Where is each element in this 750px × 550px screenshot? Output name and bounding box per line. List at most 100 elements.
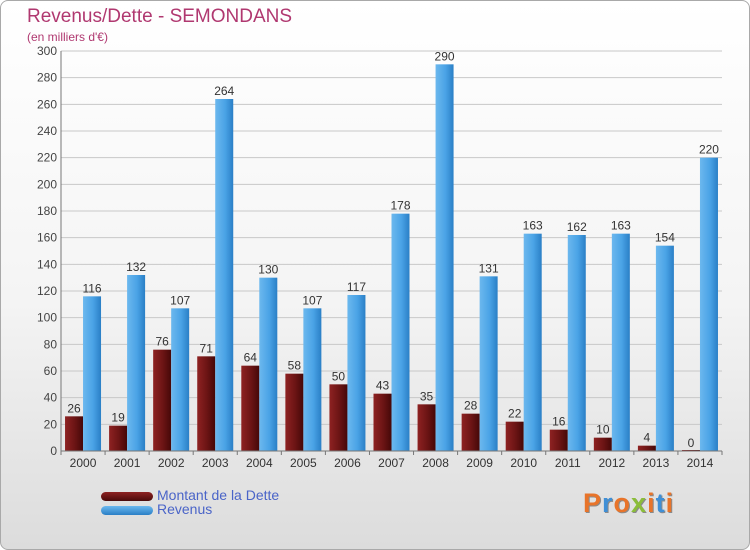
bar-debt bbox=[65, 416, 84, 451]
data-label-debt: 22 bbox=[508, 407, 522, 421]
data-label-revenue: 154 bbox=[655, 231, 675, 245]
data-label-revenue: 107 bbox=[302, 293, 322, 307]
x-tick-label: 2000 bbox=[70, 456, 97, 470]
bar-debt bbox=[329, 384, 348, 451]
x-tick-label: 2013 bbox=[643, 456, 670, 470]
x-tick-label: 2003 bbox=[202, 456, 229, 470]
x-tick-label: 2012 bbox=[598, 456, 625, 470]
data-label-debt: 64 bbox=[244, 351, 258, 365]
chart-title: Revenus/Dette - SEMONDANS bbox=[27, 6, 293, 27]
bar-revenue bbox=[171, 308, 190, 451]
bar-debt bbox=[505, 421, 524, 451]
logo-letter: i bbox=[665, 488, 675, 518]
bar-revenue bbox=[259, 277, 278, 451]
data-label-debt: 76 bbox=[155, 335, 169, 349]
bar-revenue bbox=[303, 308, 322, 451]
y-tick-label: 200 bbox=[37, 177, 57, 191]
bar-debt bbox=[593, 437, 612, 451]
y-tick-label: 240 bbox=[37, 124, 57, 138]
data-label-revenue: 163 bbox=[523, 219, 543, 233]
y-tick-label: 40 bbox=[44, 391, 58, 405]
data-label-revenue: 264 bbox=[214, 84, 234, 98]
data-label-debt: 0 bbox=[688, 436, 695, 450]
bar-revenue bbox=[611, 233, 630, 451]
bar-debt bbox=[153, 349, 172, 451]
bar-revenue bbox=[567, 235, 586, 451]
data-label-revenue: 220 bbox=[699, 143, 719, 157]
y-tick-label: 260 bbox=[37, 97, 57, 111]
y-tick-label: 220 bbox=[37, 151, 57, 165]
logo-letter: P bbox=[583, 488, 603, 518]
bar-revenue bbox=[215, 99, 234, 451]
y-tick-label: 20 bbox=[44, 417, 58, 431]
legend-swatch-debt bbox=[101, 492, 153, 501]
proxiti-logo: Proxiti bbox=[583, 488, 674, 519]
data-label-revenue: 117 bbox=[347, 280, 366, 294]
data-label-debt: 10 bbox=[596, 423, 610, 437]
x-tick-label: 2011 bbox=[555, 456, 581, 470]
y-tick-label: 140 bbox=[37, 257, 57, 271]
data-label-debt: 16 bbox=[552, 415, 566, 429]
y-tick-label: 0 bbox=[50, 444, 57, 458]
logo-letter: x bbox=[631, 488, 648, 518]
data-label-revenue: 107 bbox=[170, 293, 190, 307]
data-label-debt: 4 bbox=[644, 431, 651, 445]
bar-debt bbox=[461, 413, 480, 451]
bar-revenue bbox=[435, 64, 454, 452]
data-label-debt: 19 bbox=[111, 411, 125, 425]
x-tick-label: 2009 bbox=[466, 456, 493, 470]
data-label-debt: 50 bbox=[332, 369, 346, 383]
y-tick-label: 120 bbox=[37, 284, 57, 298]
bar-debt bbox=[285, 373, 304, 451]
logo-letter: t bbox=[655, 488, 666, 518]
y-tick-label: 100 bbox=[37, 311, 57, 325]
x-tick-label: 2006 bbox=[334, 456, 361, 470]
bar-revenue bbox=[699, 157, 718, 451]
data-label-revenue: 131 bbox=[479, 261, 499, 275]
chart-subtitle: (en milliers d'€) bbox=[27, 30, 108, 44]
bar-revenue bbox=[83, 296, 102, 451]
data-label-debt: 28 bbox=[464, 399, 478, 413]
x-tick-label: 2014 bbox=[687, 456, 714, 470]
x-tick-label: 2008 bbox=[422, 456, 449, 470]
logo-letter: i bbox=[647, 488, 656, 518]
data-label-debt: 26 bbox=[67, 401, 81, 415]
bar-debt bbox=[417, 404, 436, 451]
y-tick-label: 60 bbox=[44, 364, 58, 378]
y-tick-label: 300 bbox=[37, 44, 57, 58]
data-label-debt: 58 bbox=[288, 359, 302, 373]
x-tick-label: 2004 bbox=[246, 456, 273, 470]
data-label-revenue: 162 bbox=[567, 220, 587, 234]
data-label-debt: 43 bbox=[376, 379, 390, 393]
y-tick-label: 180 bbox=[37, 204, 57, 218]
legend-label-revenue: Revenus bbox=[157, 501, 213, 517]
data-label-debt: 71 bbox=[200, 341, 214, 355]
x-tick-label: 2002 bbox=[158, 456, 185, 470]
bar-debt bbox=[549, 429, 568, 451]
x-tick-label: 2001 bbox=[114, 456, 141, 470]
x-tick-label: 2010 bbox=[510, 456, 537, 470]
legend-label-debt: Montant de la Dette bbox=[157, 487, 280, 503]
data-label-revenue: 130 bbox=[258, 263, 278, 277]
x-tick-label: 2007 bbox=[378, 456, 405, 470]
bar-revenue bbox=[127, 275, 146, 451]
bar-revenue bbox=[655, 245, 674, 451]
data-label-revenue: 178 bbox=[390, 199, 410, 213]
y-tick-label: 160 bbox=[37, 231, 57, 245]
logo-letter: r bbox=[602, 488, 614, 518]
logo-letter: o bbox=[613, 488, 632, 518]
data-label-revenue: 132 bbox=[126, 260, 146, 274]
data-label-revenue: 116 bbox=[82, 281, 101, 295]
y-tick-label: 80 bbox=[44, 337, 58, 351]
bar-revenue bbox=[523, 233, 542, 451]
bar-debt bbox=[373, 393, 392, 451]
bar-debt bbox=[637, 445, 656, 451]
bar-debt bbox=[241, 365, 260, 451]
bar-revenue bbox=[347, 295, 366, 451]
data-label-revenue: 290 bbox=[435, 49, 455, 63]
data-label-revenue: 163 bbox=[611, 219, 631, 233]
bar-revenue bbox=[391, 213, 410, 451]
x-tick-label: 2005 bbox=[290, 456, 317, 470]
